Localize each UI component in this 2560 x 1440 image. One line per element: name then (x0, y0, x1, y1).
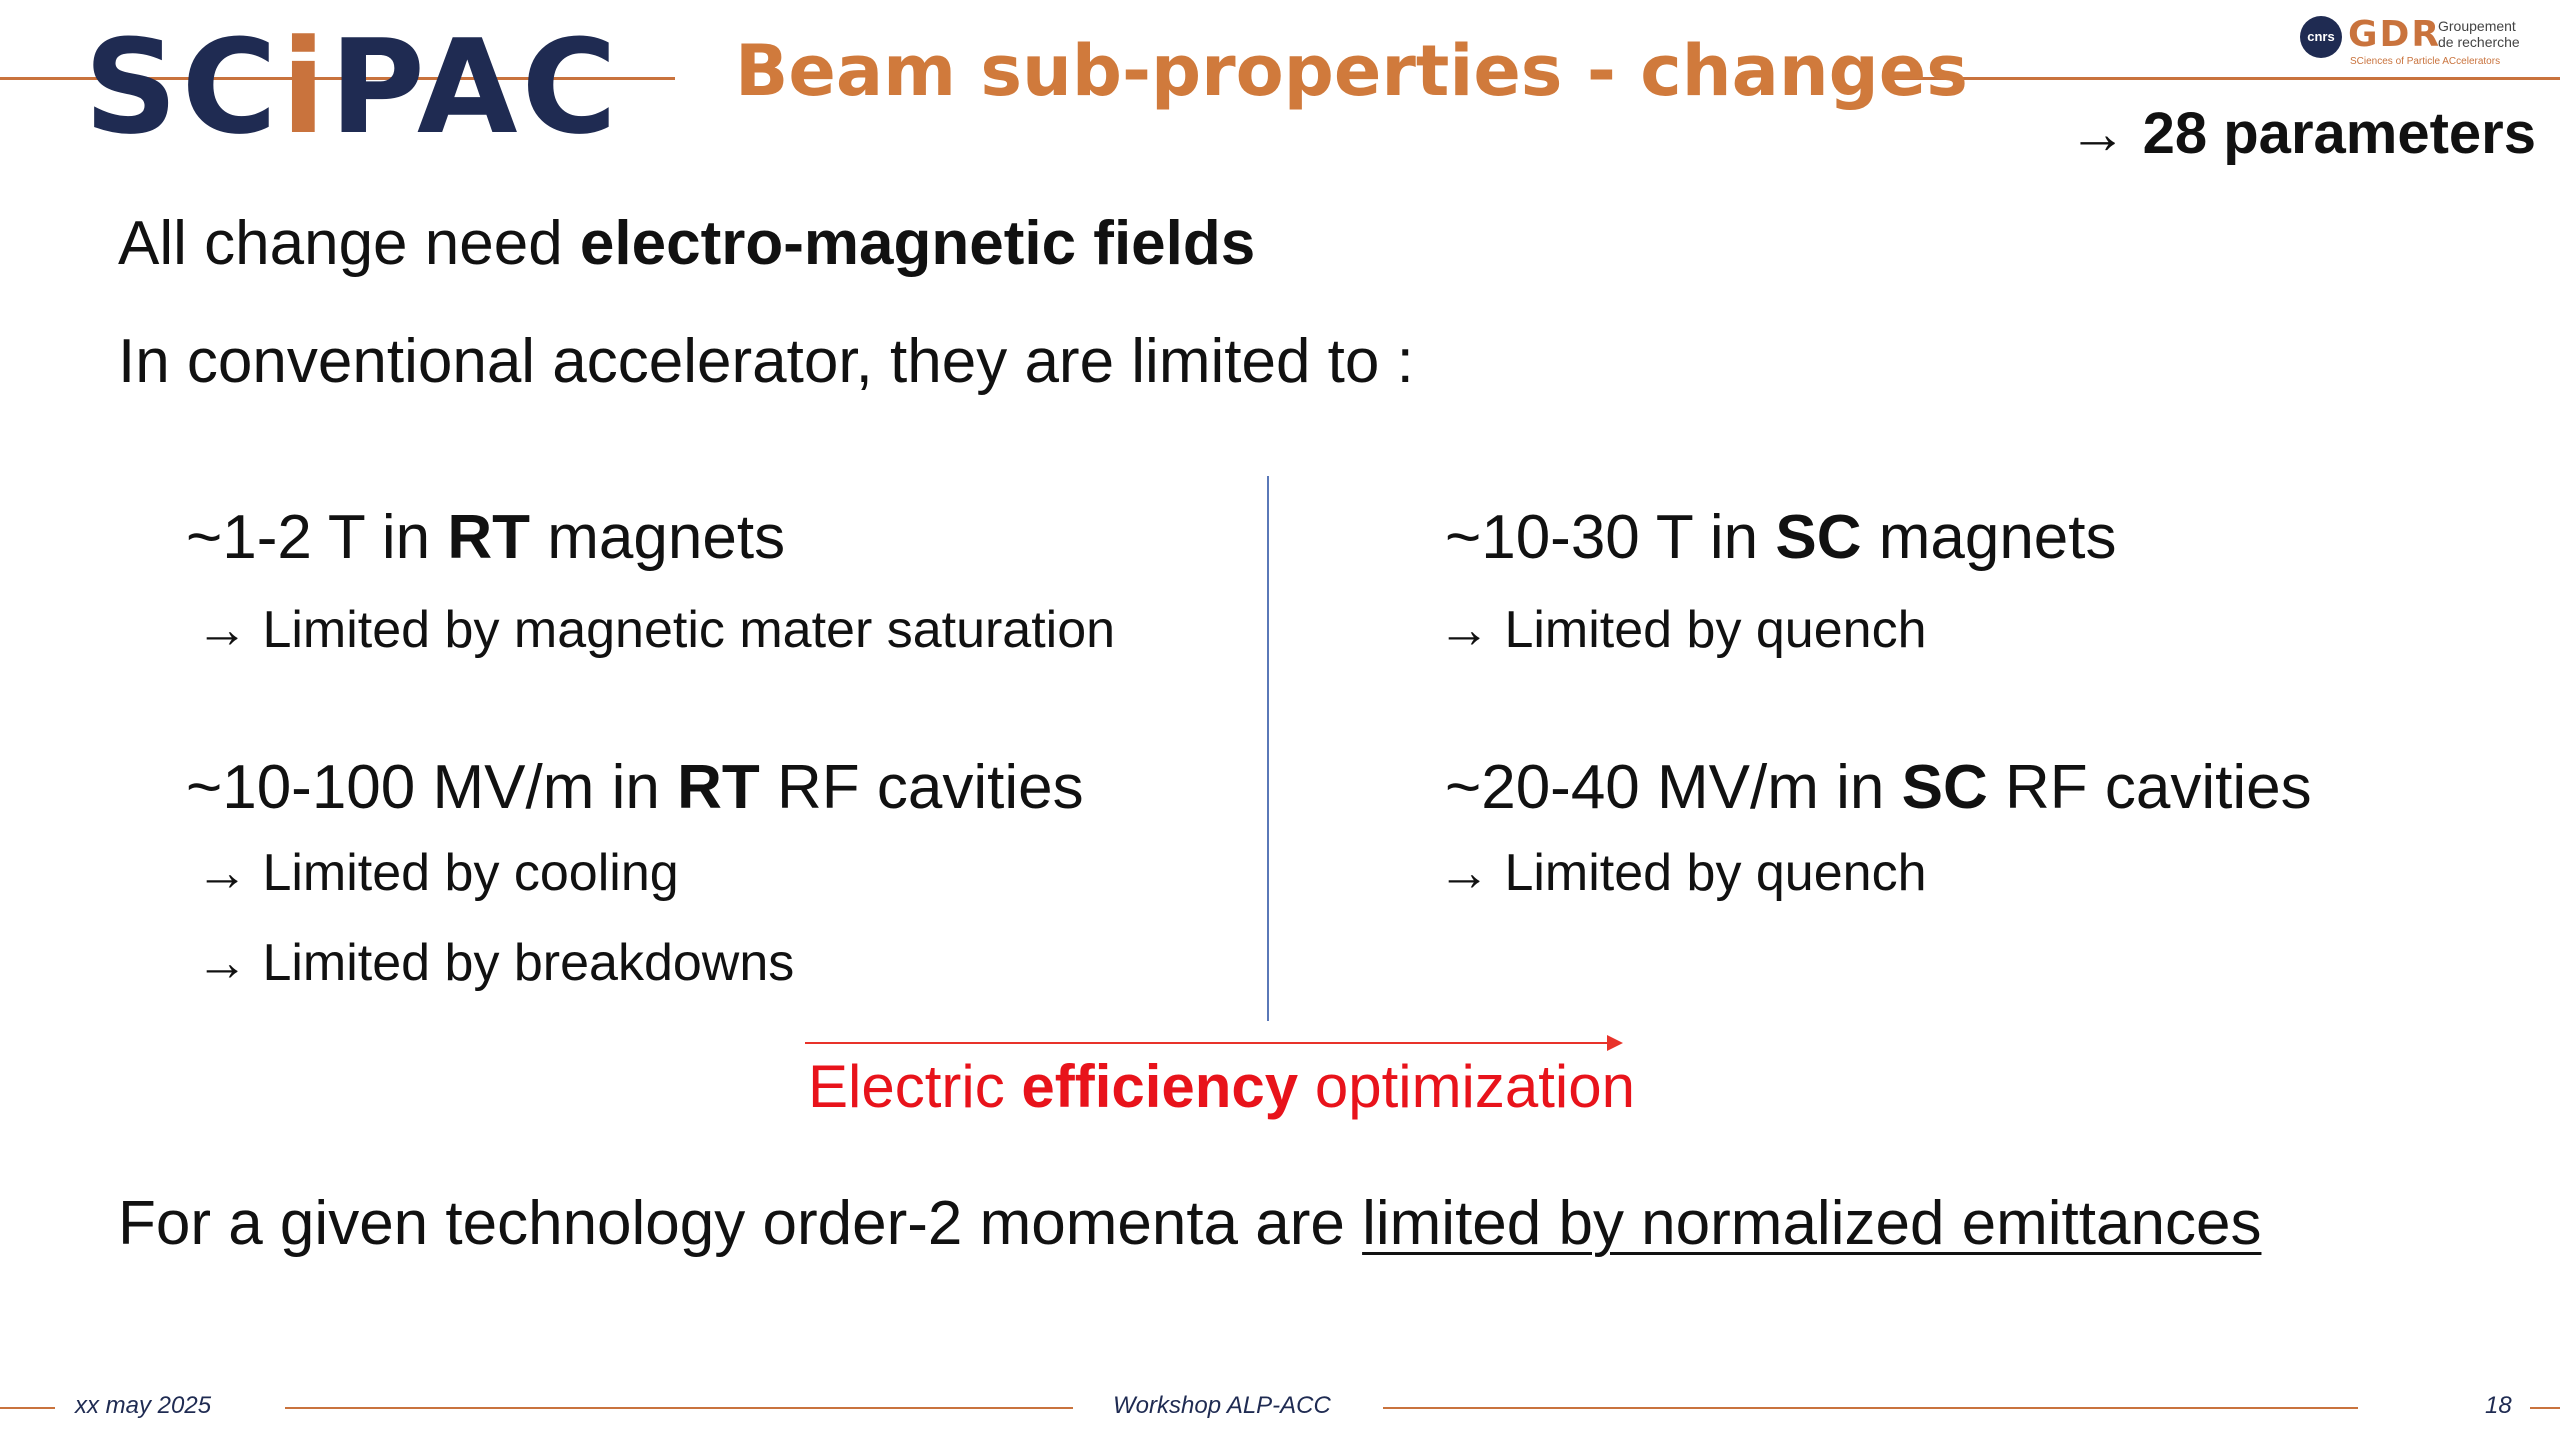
footer-rule-4 (2530, 1407, 2560, 1409)
efficiency-arrow-line (805, 1042, 1615, 1044)
parameter-count: → 28 parameters (2068, 101, 2536, 166)
rt-magnets-limit: → Limited by magnetic mater saturation (196, 601, 1116, 659)
rt-rf-limit-breakdowns: → Limited by breakdowns (196, 934, 795, 992)
header-rule-left (0, 77, 675, 80)
intro-line: All change need electro-magnetic fields (118, 209, 1256, 278)
sc-magnets: ~10-30 T in SC magnets (1445, 503, 2117, 572)
limits-line: In conventional accelerator, they are li… (118, 327, 1414, 396)
rt-rf-cavities: ~10-100 MV/m in RT RF cavities (186, 753, 1084, 822)
footer-workshop: Workshop ALP-ACC (1113, 1392, 1331, 1419)
footer-page-number: 18 (2485, 1392, 2512, 1419)
footer-date: xx may 2025 (75, 1392, 212, 1419)
gdr-tagline: SCiences of Particle ACcelerators (2350, 56, 2501, 67)
cnrs-logo: cnrs (2300, 16, 2342, 58)
sc-rf-cavities: ~20-40 MV/m in SC RF cavities (1445, 753, 2312, 822)
scipac-logo: SCiPAC (84, 11, 621, 163)
footer-rule-3 (1383, 1407, 2358, 1409)
gdr-wordmark: GDR (2348, 14, 2442, 55)
column-divider (1267, 476, 1269, 1021)
sc-rf-limit: → Limited by quench (1438, 844, 1927, 902)
efficiency-label: Electric efficiency optimization (808, 1053, 1635, 1120)
gdr-subtitle: Groupement de recherche (2438, 18, 2520, 50)
conclusion-line: For a given technology order-2 momenta a… (118, 1189, 2262, 1258)
gdr-logo: cnrs GDR Groupement de recherche SCiences… (2300, 12, 2545, 72)
slide-title: Beam sub-properties - changes (735, 30, 1968, 112)
footer-rule-2 (285, 1407, 1073, 1409)
rt-rf-limit-cooling: → Limited by cooling (196, 844, 679, 902)
footer-rule-1 (0, 1407, 55, 1409)
efficiency-arrow-icon (1607, 1035, 1623, 1051)
rt-magnets: ~1-2 T in RT magnets (186, 503, 786, 572)
sc-magnets-limit: → Limited by quench (1438, 601, 1927, 659)
header-rule-right (1883, 77, 2560, 80)
